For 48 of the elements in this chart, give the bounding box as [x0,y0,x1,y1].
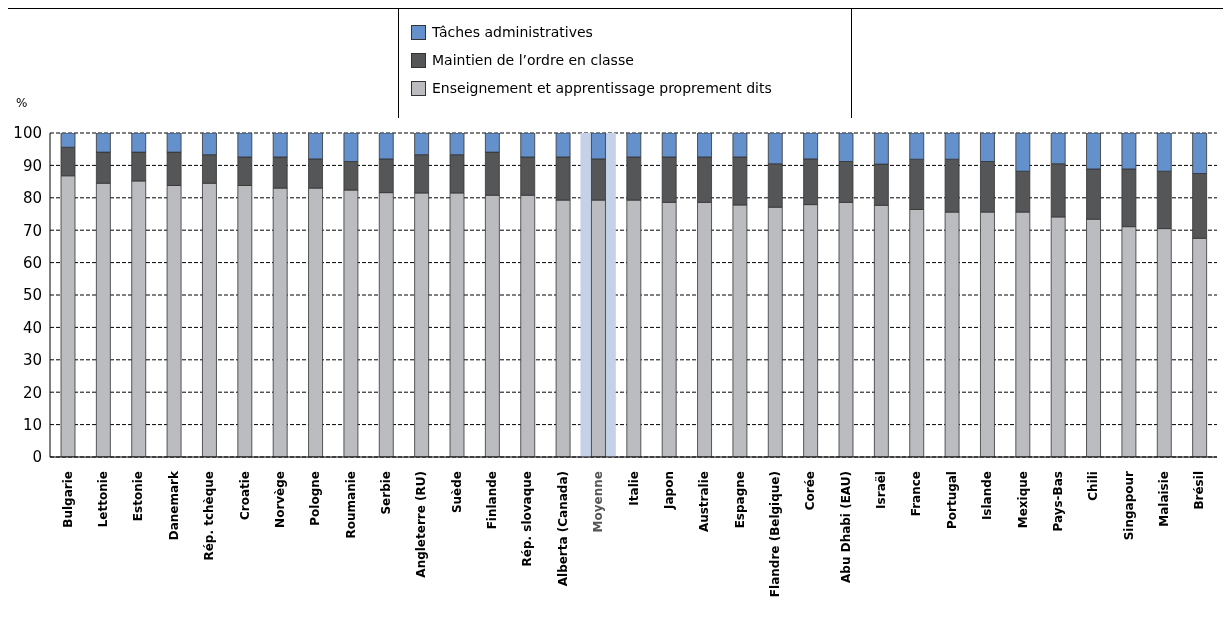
legend-label: Maintien de l’ordre en classe [432,52,634,68]
y-tick-label: 70 [22,221,42,240]
x-tick-label: Malaisie [1156,471,1171,527]
y-tick-label: 90 [22,156,42,175]
x-tick-label: France [909,471,924,517]
x-tick-label: Danemark [166,469,181,541]
x-tick-label: Pologne [308,471,323,526]
x-tick-label: Norvège [272,471,287,528]
x-tick-label: Lettonie [96,471,111,528]
y-tick-label: 10 [22,415,42,434]
x-tick-label: Portugal [944,471,959,530]
y-tick-label: 0 [32,448,42,467]
x-tick-label: Japon [661,471,676,510]
x-tick-label: Corée [803,471,818,511]
x-tick-label: Moyenne [591,471,606,533]
y-tick-label: 20 [22,383,42,402]
x-tick-label: Espagne [732,471,747,529]
x-tick-label: Brésil [1192,471,1207,510]
x-tick-label: Angleterre (RU) [414,471,429,578]
y-tick-label: 30 [22,351,42,370]
x-tick-label: Italie [626,471,641,506]
y-tick-label: 60 [22,253,42,272]
y-tick-label: 80 [22,189,42,208]
legend-label: Enseignement et apprentissage proprement dits [432,80,772,96]
x-tick-label: Roumanie [343,471,358,539]
x-tick-label: Israël [874,471,889,509]
x-tick-label: Croatie [237,471,252,521]
y-tick-label: 100 [13,124,42,143]
x-tick-label: Singapour [1121,470,1136,541]
x-tick-label: Finlande [485,471,500,530]
x-tick-label: Serbie [378,471,393,515]
x-tick-label: Bulgarie [60,471,75,528]
x-tick-label: Estonie [131,471,146,522]
x-tick-label: Pays-Bas [1050,471,1065,532]
x-tick-label: Rép. tchèque [202,471,217,561]
y-tick-label: 50 [22,286,42,305]
x-tick-label: Rép. slovaque [520,471,535,567]
legend-label: Tâches administratives [432,24,593,40]
x-tick-label: Abu Dhabi (EAU) [838,471,853,583]
x-tick-label: Australie [697,471,712,533]
y-axis-title: % [16,96,28,110]
x-tick-label: Alberta (Canada) [555,471,570,587]
x-tick-label: Flandre (Belgique) [767,471,782,598]
x-tick-label: Mexique [1015,471,1030,529]
y-tick-label: 40 [22,318,42,337]
x-tick-label: Chili [1086,471,1101,501]
x-tick-label: Suède [449,471,464,514]
x-tick-label: Islande [980,471,995,521]
